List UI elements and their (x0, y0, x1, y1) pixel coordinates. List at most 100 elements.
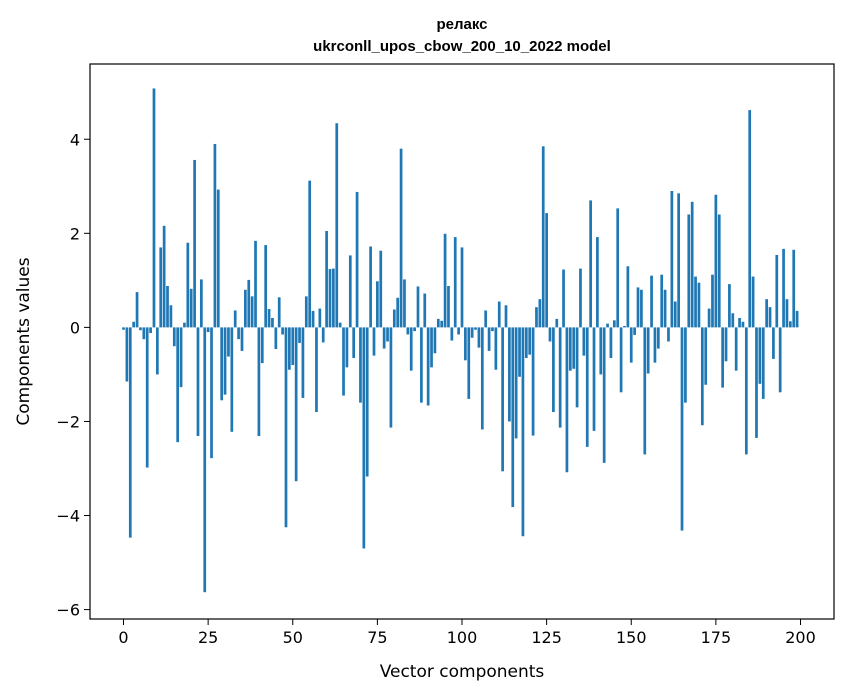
bar (406, 327, 410, 335)
bar (267, 309, 271, 328)
x-axis-label: Vector components (380, 662, 545, 682)
bar (277, 297, 281, 328)
bar (233, 310, 237, 328)
bar (460, 247, 464, 328)
bar (183, 322, 186, 328)
bar (677, 193, 680, 328)
chart-title: релакс (436, 16, 487, 33)
bar (511, 327, 515, 508)
bar (457, 327, 460, 335)
bar (744, 327, 748, 455)
y-tick-label: −4 (56, 507, 80, 526)
bar (288, 327, 291, 370)
bar (629, 327, 633, 363)
bar (714, 194, 718, 328)
bar (508, 327, 511, 422)
bar (142, 327, 146, 340)
bar (731, 313, 735, 328)
bar (585, 327, 589, 447)
bar (545, 213, 548, 328)
y-axis-label: Components values (14, 257, 34, 425)
bar (538, 299, 542, 328)
bar (176, 327, 180, 443)
chart-subtitle: ukrconll_upos_cbow_200_10_2022 model (313, 38, 611, 55)
bar (565, 327, 569, 473)
bar (453, 237, 457, 328)
bar (298, 327, 301, 343)
bar (139, 327, 142, 331)
bar (291, 327, 295, 366)
bar (643, 327, 647, 455)
bar (152, 88, 156, 328)
bar (348, 255, 352, 328)
bar (484, 310, 488, 328)
bar (294, 327, 298, 482)
bar (365, 327, 369, 477)
bar (667, 327, 670, 342)
bar (579, 268, 582, 328)
bar (592, 327, 596, 431)
bar (122, 327, 125, 330)
x-tick-label: 100 (447, 628, 478, 647)
bar (596, 237, 599, 328)
bar (372, 327, 376, 356)
bar (443, 233, 447, 328)
bar (237, 327, 240, 340)
x-tick-label: 175 (701, 628, 732, 647)
bar (514, 327, 518, 439)
bar (741, 321, 745, 328)
bar (558, 327, 562, 428)
bar (447, 286, 450, 328)
bar (315, 327, 318, 413)
bar (734, 327, 738, 371)
x-tick-label: 25 (198, 628, 218, 647)
y-tick-label: 2 (70, 224, 80, 243)
bar (636, 287, 640, 328)
bar (609, 327, 613, 358)
bar (491, 327, 494, 332)
bar (213, 143, 217, 328)
bar (640, 289, 643, 328)
x-tick-label: 125 (531, 628, 562, 647)
bar (172, 327, 176, 347)
bar (518, 327, 521, 377)
bar (572, 327, 576, 369)
plot-frame (89, 63, 835, 620)
bar (359, 327, 362, 403)
bar (433, 327, 437, 354)
bar (420, 327, 423, 403)
bar (670, 190, 674, 328)
bar (338, 322, 342, 328)
x-tick-label: 150 (616, 628, 647, 647)
bar (304, 296, 308, 328)
bar (711, 274, 714, 328)
y-axis-ticks: −6 −4 −2 0 2 4 (56, 130, 90, 620)
bar (707, 308, 711, 328)
bar (403, 279, 406, 328)
bar (721, 327, 724, 388)
y-tick-label: −2 (56, 412, 80, 431)
bar (311, 310, 315, 328)
bar (135, 292, 139, 328)
x-tick-label: 75 (367, 628, 387, 647)
bar (487, 327, 491, 351)
bar (210, 327, 213, 459)
bar (680, 327, 684, 531)
bar (755, 327, 758, 438)
bar (778, 327, 782, 393)
bar (193, 159, 196, 328)
bar (531, 327, 535, 436)
bar (768, 307, 772, 328)
bar (274, 327, 278, 350)
bar (342, 327, 345, 396)
bar (717, 214, 721, 328)
y-tick-label: 0 (70, 318, 80, 337)
bar (552, 327, 555, 413)
bar (700, 327, 704, 426)
bar (369, 246, 372, 328)
bar (200, 279, 203, 328)
bar (325, 230, 328, 328)
bar (230, 327, 234, 432)
bar (345, 327, 349, 368)
